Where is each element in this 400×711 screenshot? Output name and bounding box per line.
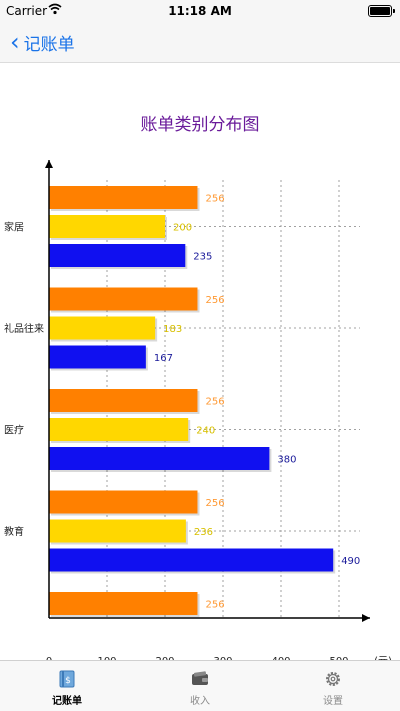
bar-value-label: 380 <box>277 455 296 466</box>
wallet-icon <box>192 671 208 685</box>
bar-value-label: 167 <box>154 353 173 364</box>
chevron-left-icon: ‹ <box>10 28 20 56</box>
navigation-bar: ‹ 记账单 <box>0 22 400 63</box>
bar-value-label: 490 <box>341 556 360 567</box>
bar-value-label: 256 <box>205 600 224 611</box>
bar-blue <box>49 447 270 470</box>
bar-blue <box>49 345 146 369</box>
bar-orange <box>49 389 198 412</box>
status-bar: Carrier 11:18 AM <box>0 0 400 22</box>
bar-blue <box>49 548 334 572</box>
bar-yellow <box>49 418 189 441</box>
category-label: 教育 <box>4 525 24 538</box>
bar-orange <box>49 592 198 615</box>
bar-value-label: 183 <box>163 324 182 335</box>
category-label: 医疗 <box>4 424 24 437</box>
back-button[interactable]: ‹ 记账单 <box>10 28 75 56</box>
tab-label: 记账单 <box>52 696 82 707</box>
bar-value-label: 240 <box>196 426 215 437</box>
tab-bar: $ 记账单 收入 设置 <box>0 660 400 711</box>
bar-value-label: 235 <box>193 252 212 263</box>
carrier-label: Carrier <box>6 4 48 18</box>
bar-value-label: 256 <box>205 295 224 306</box>
ledger-icon: $ <box>59 670 75 688</box>
bar-value-label: 200 <box>173 223 192 234</box>
clock: 11:18 AM <box>168 4 232 18</box>
tab-income[interactable]: 收入 <box>160 669 240 707</box>
bar-yellow <box>49 316 156 340</box>
y-axis-arrow <box>45 160 53 168</box>
svg-text:$: $ <box>65 676 71 686</box>
gear-icon <box>326 672 340 686</box>
chart-title: 账单类别分布图 <box>140 115 260 135</box>
battery-icon <box>368 5 395 17</box>
bar-yellow <box>49 519 186 543</box>
bar-value-label: 256 <box>205 397 224 408</box>
category-label: 礼品往来 <box>4 322 44 335</box>
bar-yellow <box>49 215 165 238</box>
bar-value-label: 236 <box>194 527 213 538</box>
bar-value-label: 256 <box>205 498 224 509</box>
tab-settings[interactable]: 设置 <box>293 669 373 707</box>
bar-orange <box>49 490 198 514</box>
tab-label: 设置 <box>323 696 343 707</box>
bar-blue <box>49 244 186 267</box>
tab-ledger[interactable]: $ 记账单 <box>27 669 107 707</box>
tab-label: 收入 <box>190 696 210 707</box>
back-label: 记账单 <box>23 34 75 55</box>
bar-value-label: 256 <box>205 194 224 205</box>
bar-orange <box>49 287 198 311</box>
bar-orange <box>49 186 198 209</box>
wifi-icon <box>48 3 62 15</box>
x-axis-arrow <box>362 614 370 622</box>
category-label: 家居 <box>4 221 24 234</box>
